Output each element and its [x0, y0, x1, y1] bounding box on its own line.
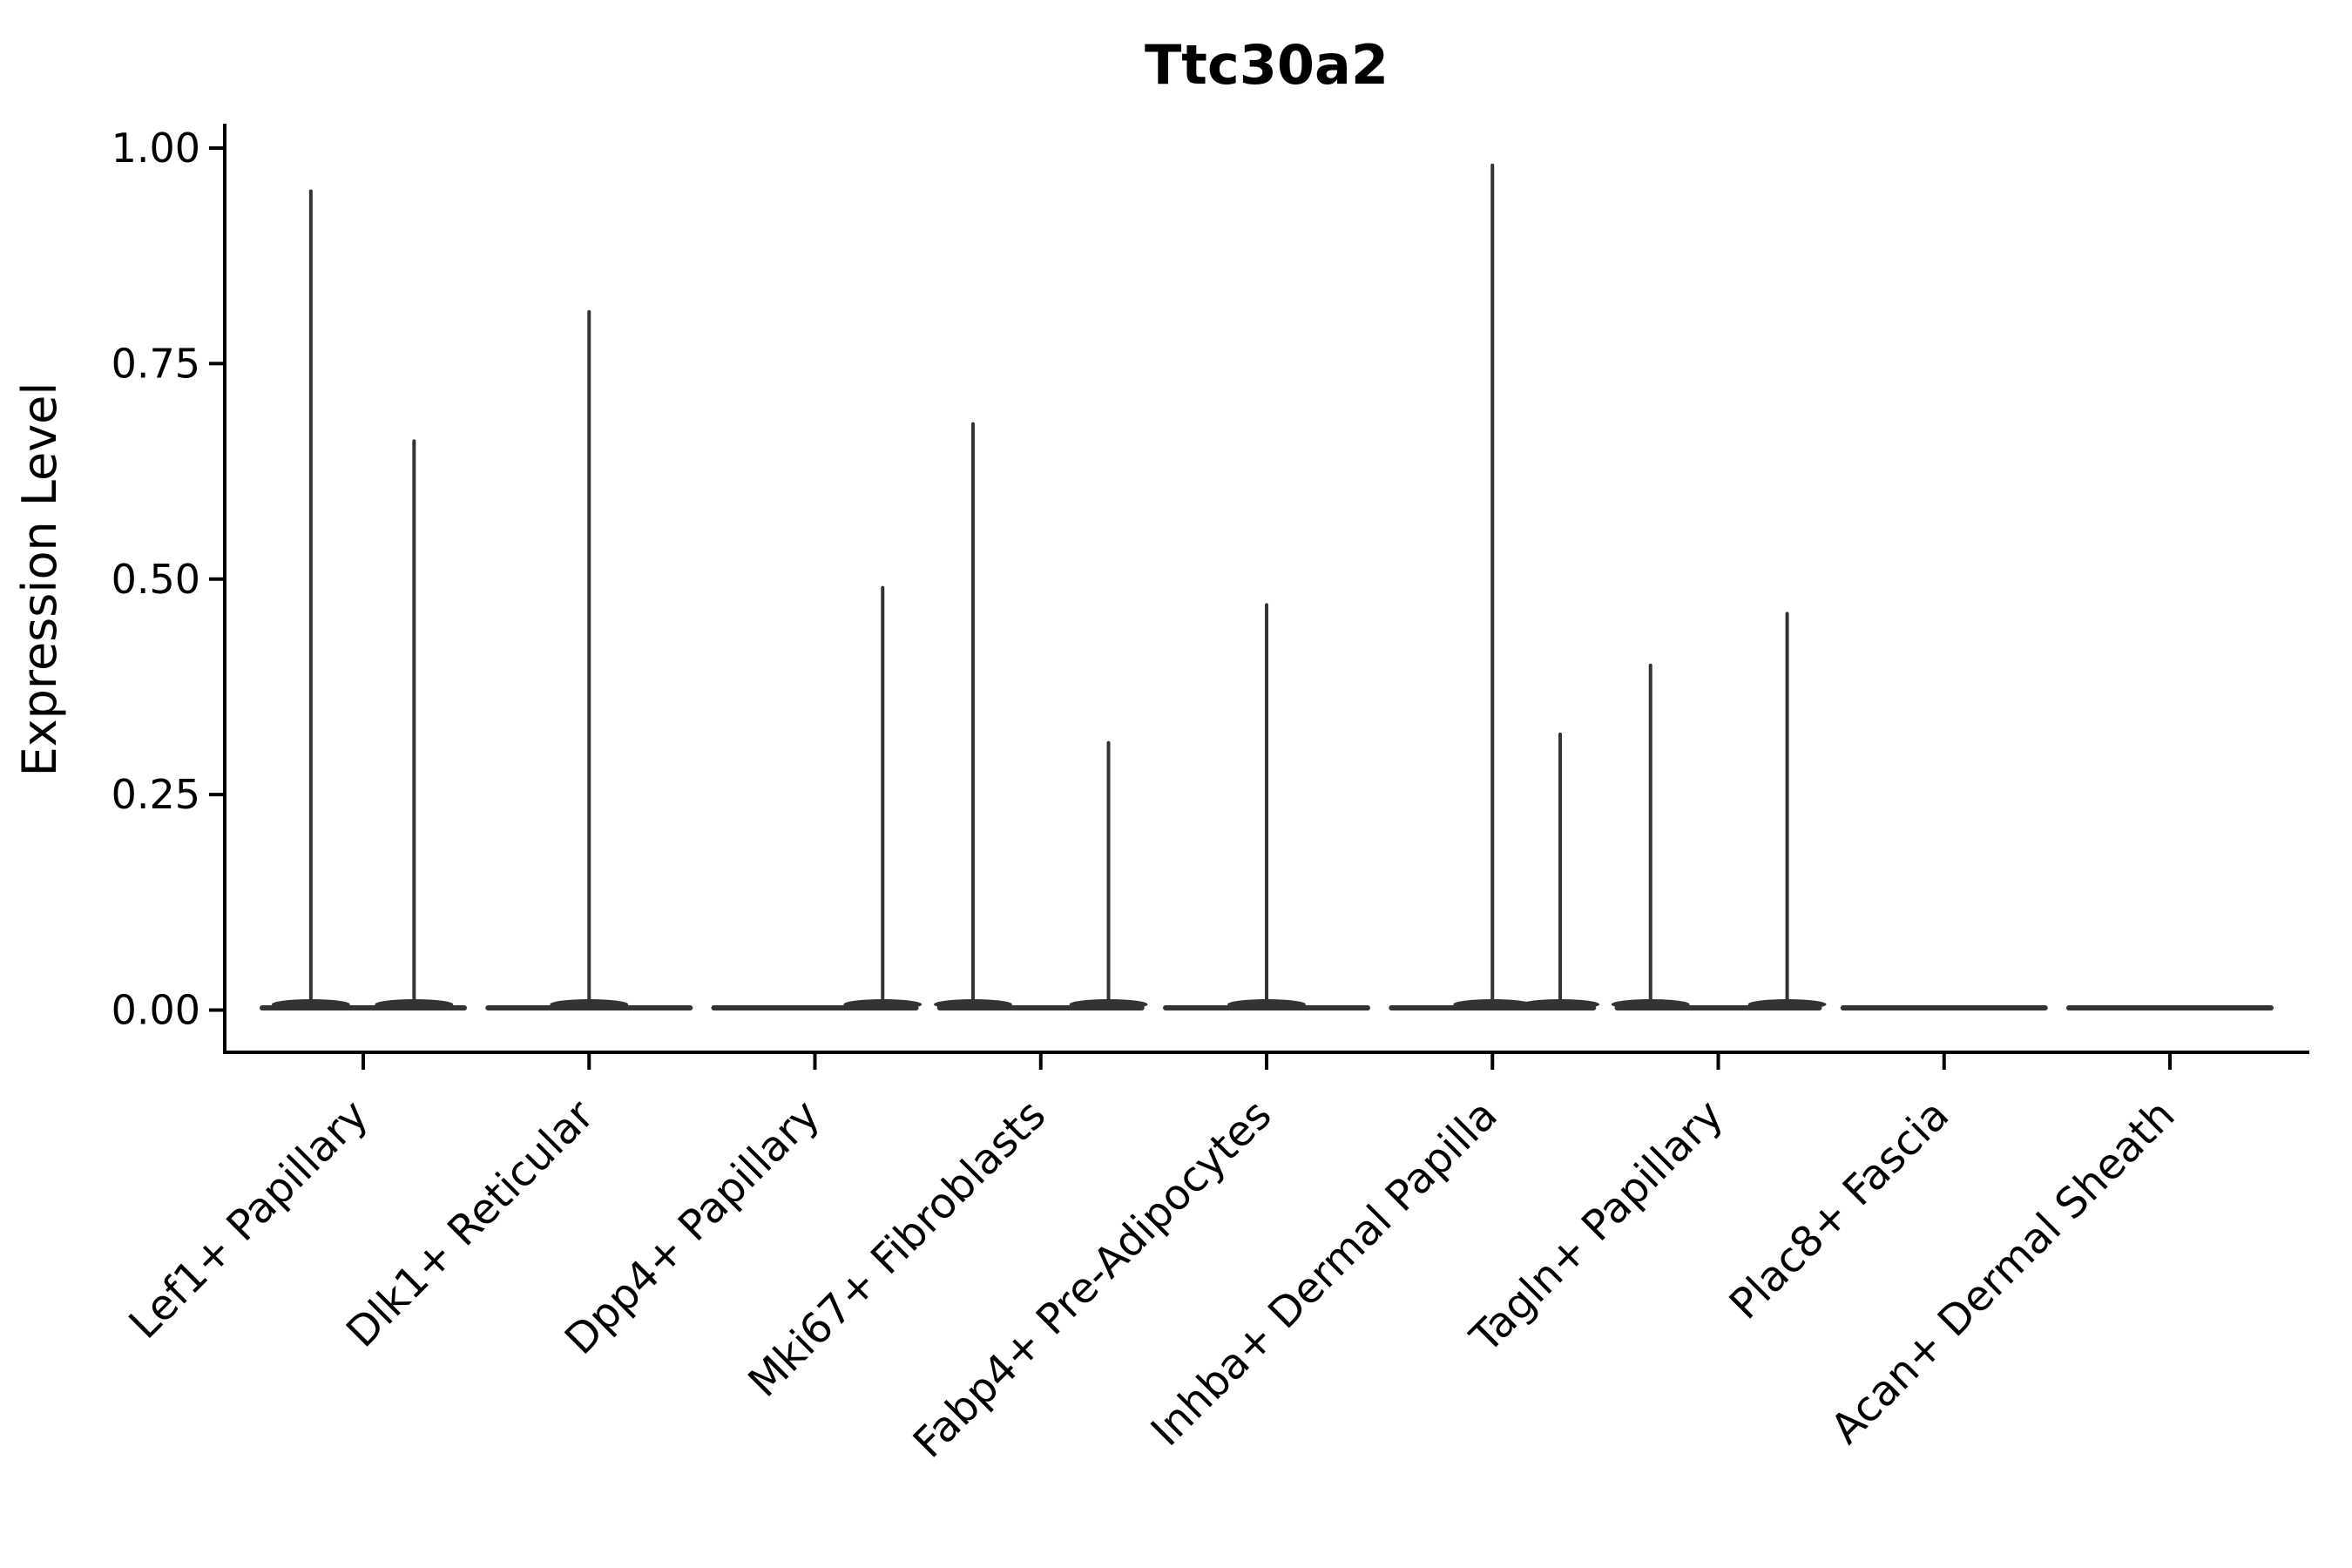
x-tick-label: Fabp4+ Pre-Adipocytes: [904, 1091, 1281, 1468]
violin: [711, 585, 923, 1010]
x-tick-label: Tagln+ Papillary: [1461, 1091, 1733, 1362]
y-tick-label: 1.00: [112, 125, 200, 172]
y-tick-label: 0.00: [112, 987, 200, 1034]
violin: [1611, 612, 1827, 1010]
violin: [933, 422, 1148, 1010]
chart-title: Ttc30a2: [1145, 33, 1389, 97]
axes: 0.00 0.25 0.50 0.75 1.00 Lef1+ PapillaryDlk1+…: [112, 124, 2309, 1468]
violins-layer: [260, 163, 2274, 1010]
violin: [260, 189, 467, 1010]
x-tick-label: Dlk1+ Reticular: [337, 1091, 604, 1357]
y-tick-label: 0.25: [112, 771, 200, 818]
x-tick-label: Lef1+ Papillary: [120, 1091, 378, 1348]
y-tick-label: 0.50: [112, 556, 200, 603]
violin: [485, 310, 693, 1010]
violin: [1389, 163, 1600, 1010]
y-axis-label: Expression Level: [12, 382, 67, 777]
y-tick-label: 0.75: [112, 340, 200, 387]
violin: [1163, 603, 1370, 1010]
x-tick-label: Plac8+ Fascia: [1720, 1091, 1959, 1329]
